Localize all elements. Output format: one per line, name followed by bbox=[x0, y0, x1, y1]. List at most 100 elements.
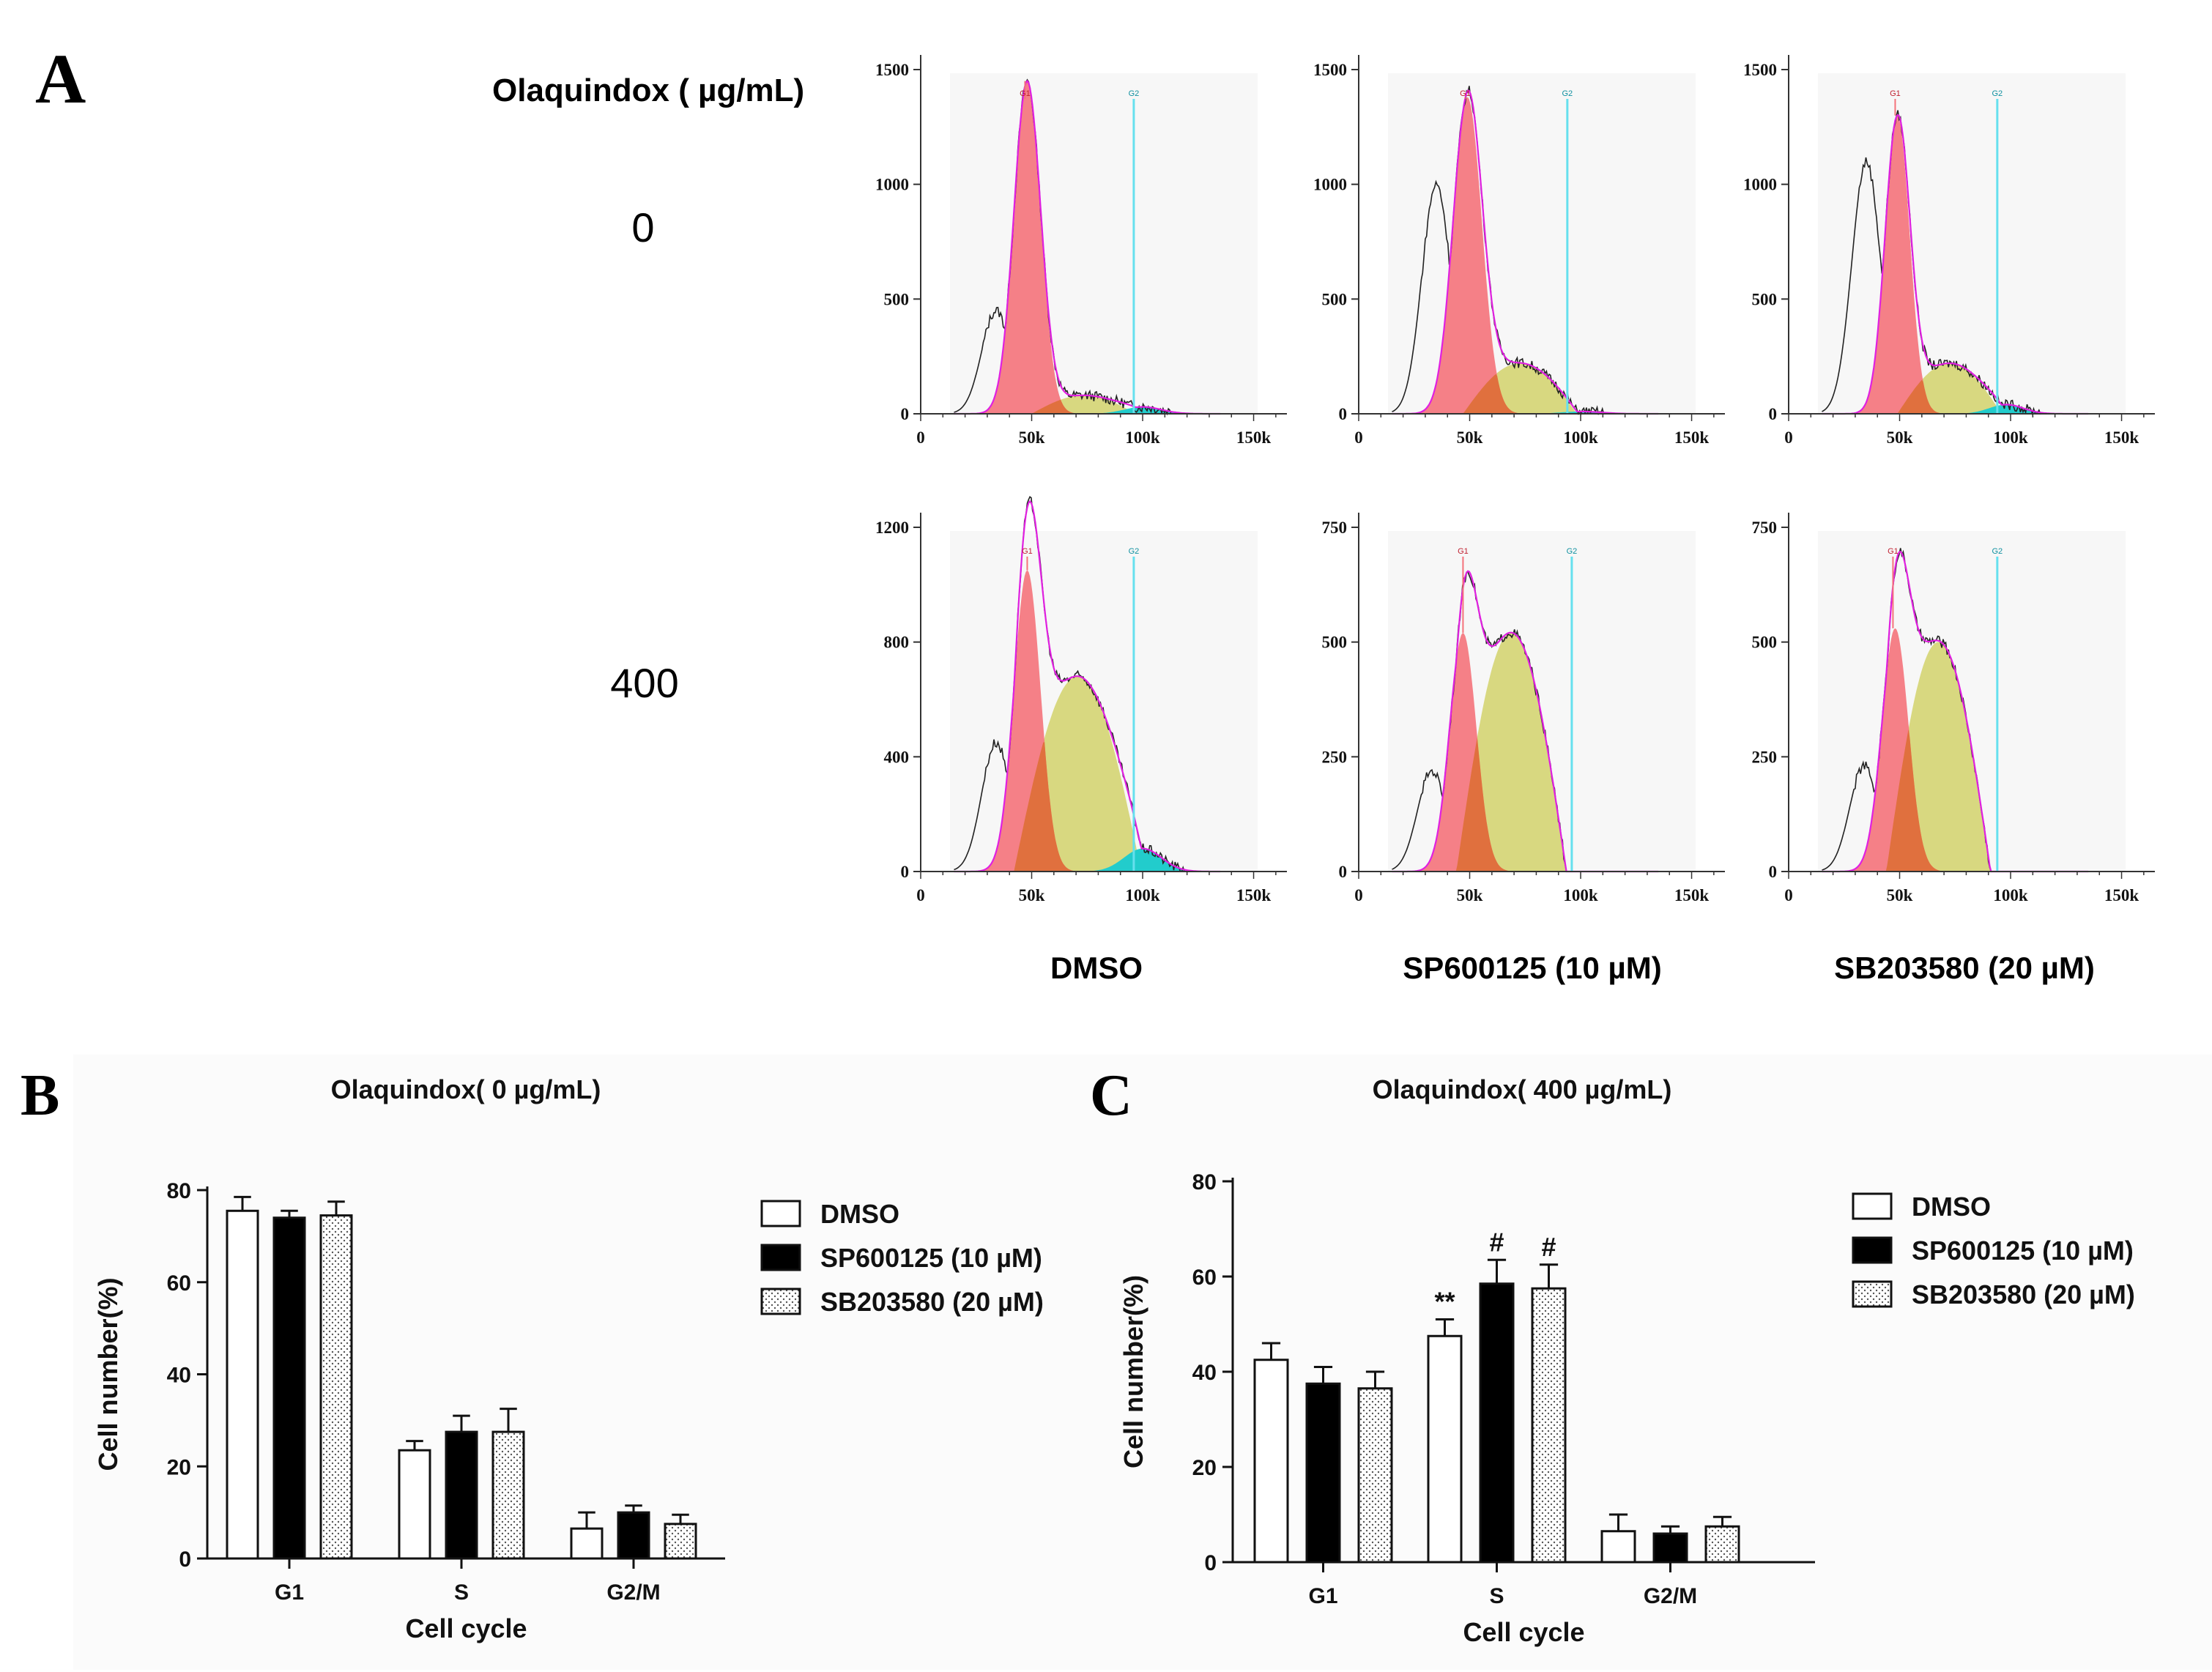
y-tick-label: 0 bbox=[179, 1547, 191, 1572]
histogram-plot: G1 G2 0 400 800 1200 0 50k 100k 150k bbox=[875, 496, 1287, 904]
s-phase-area bbox=[954, 395, 1221, 414]
histogram-plot: G1 G2 0 250 500 750 0 50k 100k 150k bbox=[1752, 513, 2155, 904]
column-label-sb203580: SB203580 (20 µM) bbox=[1834, 951, 2095, 985]
bar bbox=[664, 1523, 697, 1560]
g1-phase-area bbox=[1392, 633, 1659, 872]
y-tick-label: 0 bbox=[1204, 1551, 1217, 1575]
y-tick-label: 20 bbox=[1192, 1456, 1217, 1480]
bar bbox=[617, 1511, 650, 1560]
bar bbox=[1704, 1525, 1740, 1564]
x-tick-label: 50k bbox=[1887, 886, 1913, 904]
bar-chart-olaquindox-400: Olaquindox( 400 µg/mL) 0 20 40 60 80 Cell numb… bbox=[1118, 1074, 2135, 1647]
y-tick-label: 250 bbox=[1322, 748, 1348, 766]
y-tick-label: 80 bbox=[167, 1179, 191, 1203]
chart-title: Olaquindox( 0 µg/mL) bbox=[331, 1074, 601, 1104]
y-tick-label: 1500 bbox=[1313, 61, 1347, 79]
model-fit-line bbox=[1822, 114, 2089, 415]
category-label: G2/M bbox=[606, 1580, 660, 1605]
raw-histogram-trace bbox=[954, 496, 1221, 872]
x-axis-label: Cell cycle bbox=[1463, 1617, 1584, 1647]
x-tick-label: 0 bbox=[916, 886, 925, 904]
y-tick-label: 20 bbox=[167, 1455, 191, 1479]
significance-annotation: ** bbox=[1434, 1287, 1455, 1317]
x-tick-label: 150k bbox=[2104, 428, 2139, 447]
bar bbox=[1652, 1532, 1688, 1564]
g2-phase-area bbox=[1822, 404, 2089, 414]
x-tick-label: 0 bbox=[1784, 886, 1793, 904]
y-tick-label: 60 bbox=[1192, 1266, 1217, 1290]
y-tick-label: 40 bbox=[167, 1364, 191, 1388]
bar bbox=[319, 1214, 353, 1560]
model-fit-line bbox=[954, 499, 1221, 873]
s-phase-area bbox=[1392, 363, 1659, 414]
y-tick-label: 1500 bbox=[1743, 61, 1777, 79]
g2-gate-label: G2 bbox=[1562, 89, 1573, 98]
legend-swatch bbox=[1852, 1280, 1893, 1308]
histogram-plot: G1 G2 0 250 500 750 0 50k 100k 150k bbox=[1322, 513, 1725, 904]
g1-gate-label: G1 bbox=[1890, 89, 1901, 98]
x-tick-label: 150k bbox=[2104, 886, 2139, 904]
column-label-dmso: DMSO bbox=[1050, 951, 1143, 985]
legend-label: SP600125 (10 µM) bbox=[820, 1243, 1042, 1273]
row-label-0: 0 bbox=[631, 204, 654, 250]
x-tick-label: 100k bbox=[1563, 886, 1598, 904]
g1-gate-label: G1 bbox=[1022, 547, 1033, 556]
g1-gate-label: G1 bbox=[1020, 89, 1031, 98]
histogram-plot: G1 G2 0 500 1000 1500 0 50k 100k 150k bbox=[875, 55, 1287, 447]
legend-swatch bbox=[1852, 1192, 1893, 1220]
g1-phase-area bbox=[954, 81, 1221, 414]
x-tick-label: 50k bbox=[1457, 886, 1483, 904]
y-tick-label: 1500 bbox=[875, 61, 909, 79]
category-label: G1 bbox=[1308, 1584, 1337, 1608]
legend-swatch bbox=[760, 1200, 801, 1227]
category-label: S bbox=[1489, 1584, 1504, 1608]
s-phase-area bbox=[1822, 642, 2089, 872]
y-tick-label: 1000 bbox=[1313, 176, 1347, 194]
g1-phase-area bbox=[1392, 97, 1659, 415]
row-label-400: 400 bbox=[610, 660, 678, 706]
y-tick-label: 40 bbox=[1192, 1361, 1217, 1385]
x-tick-label: 50k bbox=[1457, 428, 1483, 447]
y-tick-label: 750 bbox=[1752, 519, 1778, 537]
legend-label: SB203580 (20 µM) bbox=[820, 1287, 1044, 1317]
x-tick-label: 150k bbox=[1674, 428, 1710, 447]
bar bbox=[272, 1216, 306, 1560]
y-tick-label: 1000 bbox=[1743, 176, 1777, 194]
bar bbox=[1479, 1282, 1515, 1564]
y-tick-label: 0 bbox=[901, 863, 910, 881]
g1-gate-label: G1 bbox=[1460, 89, 1471, 98]
category-label: G1 bbox=[275, 1580, 304, 1605]
bar bbox=[570, 1527, 604, 1560]
y-tick-label: 250 bbox=[1752, 748, 1778, 766]
x-tick-label: 50k bbox=[1019, 886, 1045, 904]
y-tick-label: 750 bbox=[1322, 519, 1348, 537]
bar bbox=[1600, 1530, 1636, 1564]
panel-letter-c: C bbox=[1090, 1063, 1132, 1128]
g1-phase-area bbox=[1822, 628, 2089, 872]
legend-label: SP600125 (10 µM) bbox=[1912, 1236, 2134, 1266]
y-tick-label: 1200 bbox=[875, 519, 909, 537]
model-fit-line bbox=[954, 79, 1221, 415]
legend-swatch bbox=[760, 1288, 801, 1315]
y-tick-label: 500 bbox=[884, 290, 910, 308]
bar bbox=[1427, 1334, 1463, 1564]
significance-annotation: # bbox=[1489, 1227, 1504, 1257]
category-label: G2/M bbox=[1644, 1584, 1697, 1608]
s-phase-area bbox=[1392, 633, 1659, 872]
bar bbox=[1531, 1287, 1567, 1564]
significance-annotation: # bbox=[1541, 1232, 1556, 1262]
y-tick-label: 500 bbox=[1752, 290, 1778, 308]
g2-gate-label: G2 bbox=[1992, 89, 2003, 98]
legend-swatch bbox=[1852, 1236, 1893, 1264]
bar bbox=[1305, 1382, 1341, 1564]
x-tick-label: 0 bbox=[1354, 428, 1363, 447]
y-tick-label: 1000 bbox=[875, 176, 909, 194]
g2-gate-label: G2 bbox=[1567, 547, 1578, 556]
legend-label: SB203580 (20 µM) bbox=[1912, 1279, 2135, 1309]
x-tick-label: 150k bbox=[1236, 428, 1272, 447]
histogram-background bbox=[950, 73, 1258, 414]
x-tick-label: 100k bbox=[1993, 428, 2028, 447]
g1-gate-label: G1 bbox=[1888, 547, 1899, 556]
bar bbox=[1253, 1359, 1289, 1564]
